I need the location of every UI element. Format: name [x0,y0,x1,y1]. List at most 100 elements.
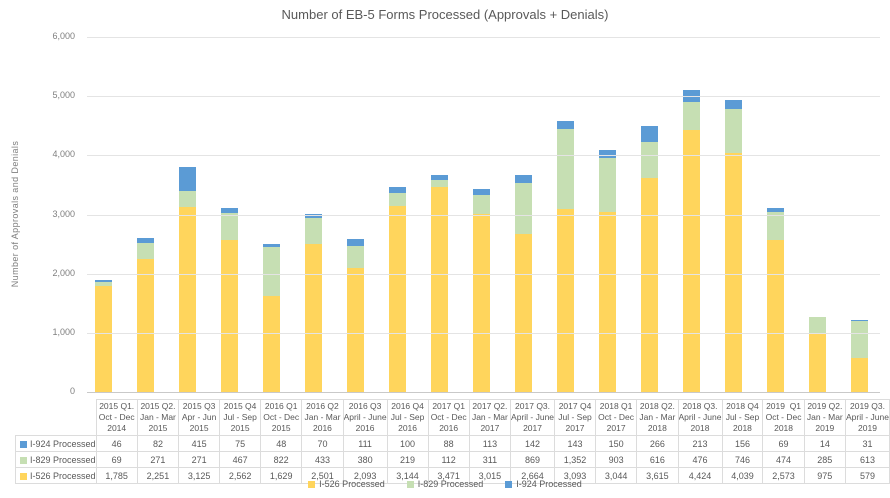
bar-segment-i-924 [94,279,112,283]
table-cell: 69 [762,435,805,452]
column-header: 2017 Q2. Jan - Mar 2017 [468,399,512,436]
column-header-line: Jan - Mar [806,412,843,422]
stacked-bar [94,279,112,392]
y-axis-tick-label: 1,000 [52,327,75,337]
bar-segment-i-526 [136,258,154,392]
table-cell: 82 [136,435,180,452]
y-axis-tick-label: 0 [69,386,75,396]
column-header-line: Oct - Dec [430,412,467,422]
table-cell: 156 [721,435,764,452]
column-header-line: Jul - Sep [725,412,760,422]
bar-segment-i-829 [682,102,700,131]
stacked-bar [136,237,154,392]
column-header-line: 2018 [733,423,752,433]
table-cell: 69 [95,451,138,468]
column-header-line: 2015 [189,423,209,433]
column-header-line: 2015 [271,423,291,433]
column-header-line: 2016 [355,423,375,433]
table-row: I-829 Processed 69 271 271 467 822 433 380 219 11… [15,451,890,468]
stacked-bar [346,239,364,392]
column-header-line: 2015 Q1. [99,401,135,411]
bar-segment-i-526 [850,357,868,392]
column-header-line: 2015 Q4 [223,401,257,411]
bar-segment-i-526 [430,186,448,392]
bar-segment-i-526 [94,286,112,392]
column-header: 2018 Q2. Jan - Mar 2018 [636,399,679,436]
table-cell: 311 [468,451,512,468]
table-cell: 380 [342,451,388,468]
legend-swatch-icon [505,480,513,488]
table-cell: 869 [510,451,556,468]
column-header-line: 2016 Q3 [348,401,382,411]
stacked-bar [220,208,238,392]
column-header-line: 2019 [858,423,877,433]
table-cell: 2,664 [510,467,556,484]
column-header-line: Oct - Dec [598,412,635,422]
column-header-line: Jul - Sep [223,412,257,422]
y-axis-tick-label: 2,000 [52,268,75,278]
bar-column [208,37,250,392]
column-header: 2016 Q1 Oct - Dec 2015 [260,399,303,436]
data-table: 2015 Q1. Oct - Dec 2014 2015 Q2. Jan - Mar 20… [15,399,890,484]
column-header: 2015 Q3 Apr - Jun 2015 [178,399,221,436]
column-header-line: 2016 Q4 [391,401,424,411]
column-header: 2015 Q4 Jul - Sep 2015 [219,399,262,436]
bar-segment-i-526 [766,239,784,392]
gridline [87,215,880,216]
column-header-line: Jan - Mar [139,412,176,422]
bar-segment-i-526 [178,207,196,392]
bar-segment-i-526 [640,178,658,392]
stacked-bar [472,188,490,392]
column-header-line: 2017 [606,423,626,433]
table-cell: 70 [301,435,344,452]
column-header-line: 2018 [690,423,710,433]
series-name: I-526 Processed [30,470,96,481]
column-header-line: Jan - Mar [471,412,508,422]
table-cell: 975 [803,467,846,484]
table-cell: 142 [510,435,556,452]
table-cell: 150 [594,435,638,452]
bar-segment-i-924 [724,99,742,109]
column-header-line: Jul - Sep [390,412,425,422]
bar-segment-i-829 [178,191,196,208]
column-header: 2015 Q2. Jan - Mar 2015 [136,399,180,436]
bar-segment-i-924 [136,237,154,243]
column-header-line: 2018 Q3. [682,401,718,411]
bar-segment-i-924 [472,188,490,196]
bar-segment-i-924 [178,166,196,192]
column-header: 2015 Q1. Oct - Dec 2014 [95,399,138,436]
bar-segment-i-924 [556,120,574,130]
table-cell: 3,125 [178,467,221,484]
column-header: 2017 Q4 Jul - Sep 2017 [554,399,596,436]
table-cell: 903 [594,451,638,468]
bar-segment-i-829 [514,182,532,235]
bar-segment-i-829 [766,211,784,240]
bar-column [460,37,502,392]
column-header-line: Jul - Sep [558,412,592,422]
column-header-line: 2016 Q2 [306,401,339,411]
legend-label: I-924 Processed [516,479,582,489]
table-cell: 31 [844,435,890,452]
bar-segment-i-924 [262,244,280,247]
gridline [87,37,880,38]
bar-segment-i-924 [766,207,784,212]
table-cell: 285 [803,451,846,468]
column-header-line: 2019 Q1 [766,401,802,411]
bar-segment-i-829 [598,158,616,212]
table-cell: 616 [636,451,679,468]
bar-segment-i-924 [304,214,322,219]
bar-segment-i-829 [808,317,826,335]
table-cell: 4,424 [677,467,723,484]
table-cell: 111 [342,435,388,452]
series-name: I-829 Processed [30,454,96,465]
bar-segment-i-924 [850,319,868,322]
bar-column [334,37,376,392]
table-cell: 2,251 [136,467,180,484]
column-header: 2016 Q4 Jul - Sep 2016 [386,399,429,436]
table-row-label: I-829 Processed [15,451,97,468]
bar-segment-i-526 [472,213,490,392]
stacked-bar [808,316,826,392]
column-header-line: 2018 [647,423,667,433]
bar-segment-i-526 [220,240,238,392]
stacked-bar [724,99,742,392]
